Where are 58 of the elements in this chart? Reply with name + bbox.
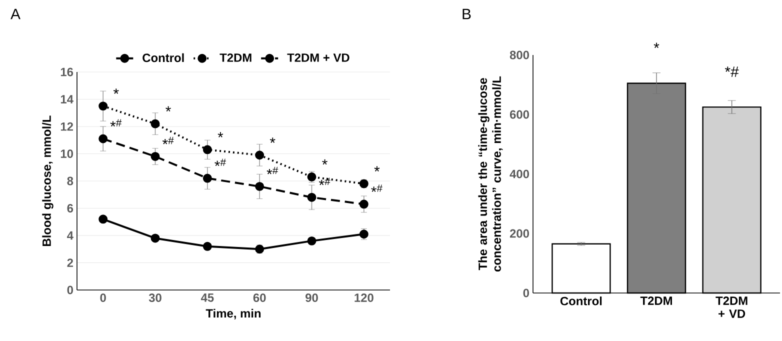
annotation: * [270, 138, 276, 143]
annotation: * [113, 88, 119, 94]
point [150, 152, 160, 161]
y-tick-label: 10 [60, 150, 73, 158]
annotation: *# [724, 66, 739, 77]
point [307, 236, 316, 246]
point [359, 200, 368, 209]
annotation: * [654, 42, 660, 48]
x-tick-label: T2DM [640, 296, 672, 305]
y-tick-label: 4 [67, 231, 74, 240]
y-tick-label: 14 [60, 95, 74, 104]
point [255, 150, 264, 160]
point [202, 242, 212, 251]
x-tick-label: Control [560, 296, 602, 306]
annotation: *$^{#}$ [162, 136, 174, 144]
x-tick-label: T2DM + VD [716, 296, 748, 318]
x-tick-label: 90 [306, 294, 318, 302]
point [150, 119, 160, 128]
x-tick-label: 60 [253, 294, 266, 302]
legend-label: T2DM + VD [287, 53, 350, 62]
annotation: *$^{#}$ [371, 184, 382, 192]
chart-title: A [10, 8, 20, 20]
x-tick-label: 0 [100, 294, 106, 302]
point [150, 234, 160, 243]
y-tick-label: 400 [510, 170, 529, 178]
y-tick-label: 0 [67, 286, 73, 294]
legend-label: Control [142, 53, 184, 62]
y-tick-label: 12 [60, 122, 73, 131]
legend-label: T2DM [220, 53, 252, 62]
annotation: * [166, 106, 171, 112]
point [202, 145, 212, 154]
point [98, 102, 108, 111]
x-axis-title: Time, min [206, 308, 261, 320]
annotation: * [218, 132, 224, 138]
annotation: *$^{#}$ [214, 158, 226, 166]
annotation: *$^{#}$ [266, 166, 278, 174]
annotation: * [322, 159, 328, 165]
x-tick-label: 30 [148, 294, 162, 302]
x-tick-label: 45 [200, 294, 214, 302]
annotation: * [374, 166, 380, 172]
point [255, 182, 264, 191]
y-tick-label: 800 [510, 50, 529, 60]
point [202, 174, 212, 183]
y-axis-title: Blood glucose, mmol/L [42, 116, 54, 246]
y-axis-title: The area under the “time-glucose concentration” curve, min·mmol/L [478, 76, 503, 272]
annotation: *$^{#}$ [110, 119, 122, 127]
y-tick-label: 2 [67, 258, 74, 267]
point [307, 192, 316, 202]
y-tick-label: 200 [510, 229, 529, 238]
point [98, 134, 108, 144]
annotation: *$^{#}$ [318, 178, 330, 186]
x-tick-label: 120 [354, 294, 374, 302]
y-tick-label: 6 [67, 204, 74, 212]
y-tick-label: 600 [510, 110, 529, 119]
y-tick-label: 16 [60, 68, 74, 76]
point [98, 214, 108, 224]
y-tick-label: 8 [67, 176, 74, 186]
chart-title: B [462, 8, 471, 20]
